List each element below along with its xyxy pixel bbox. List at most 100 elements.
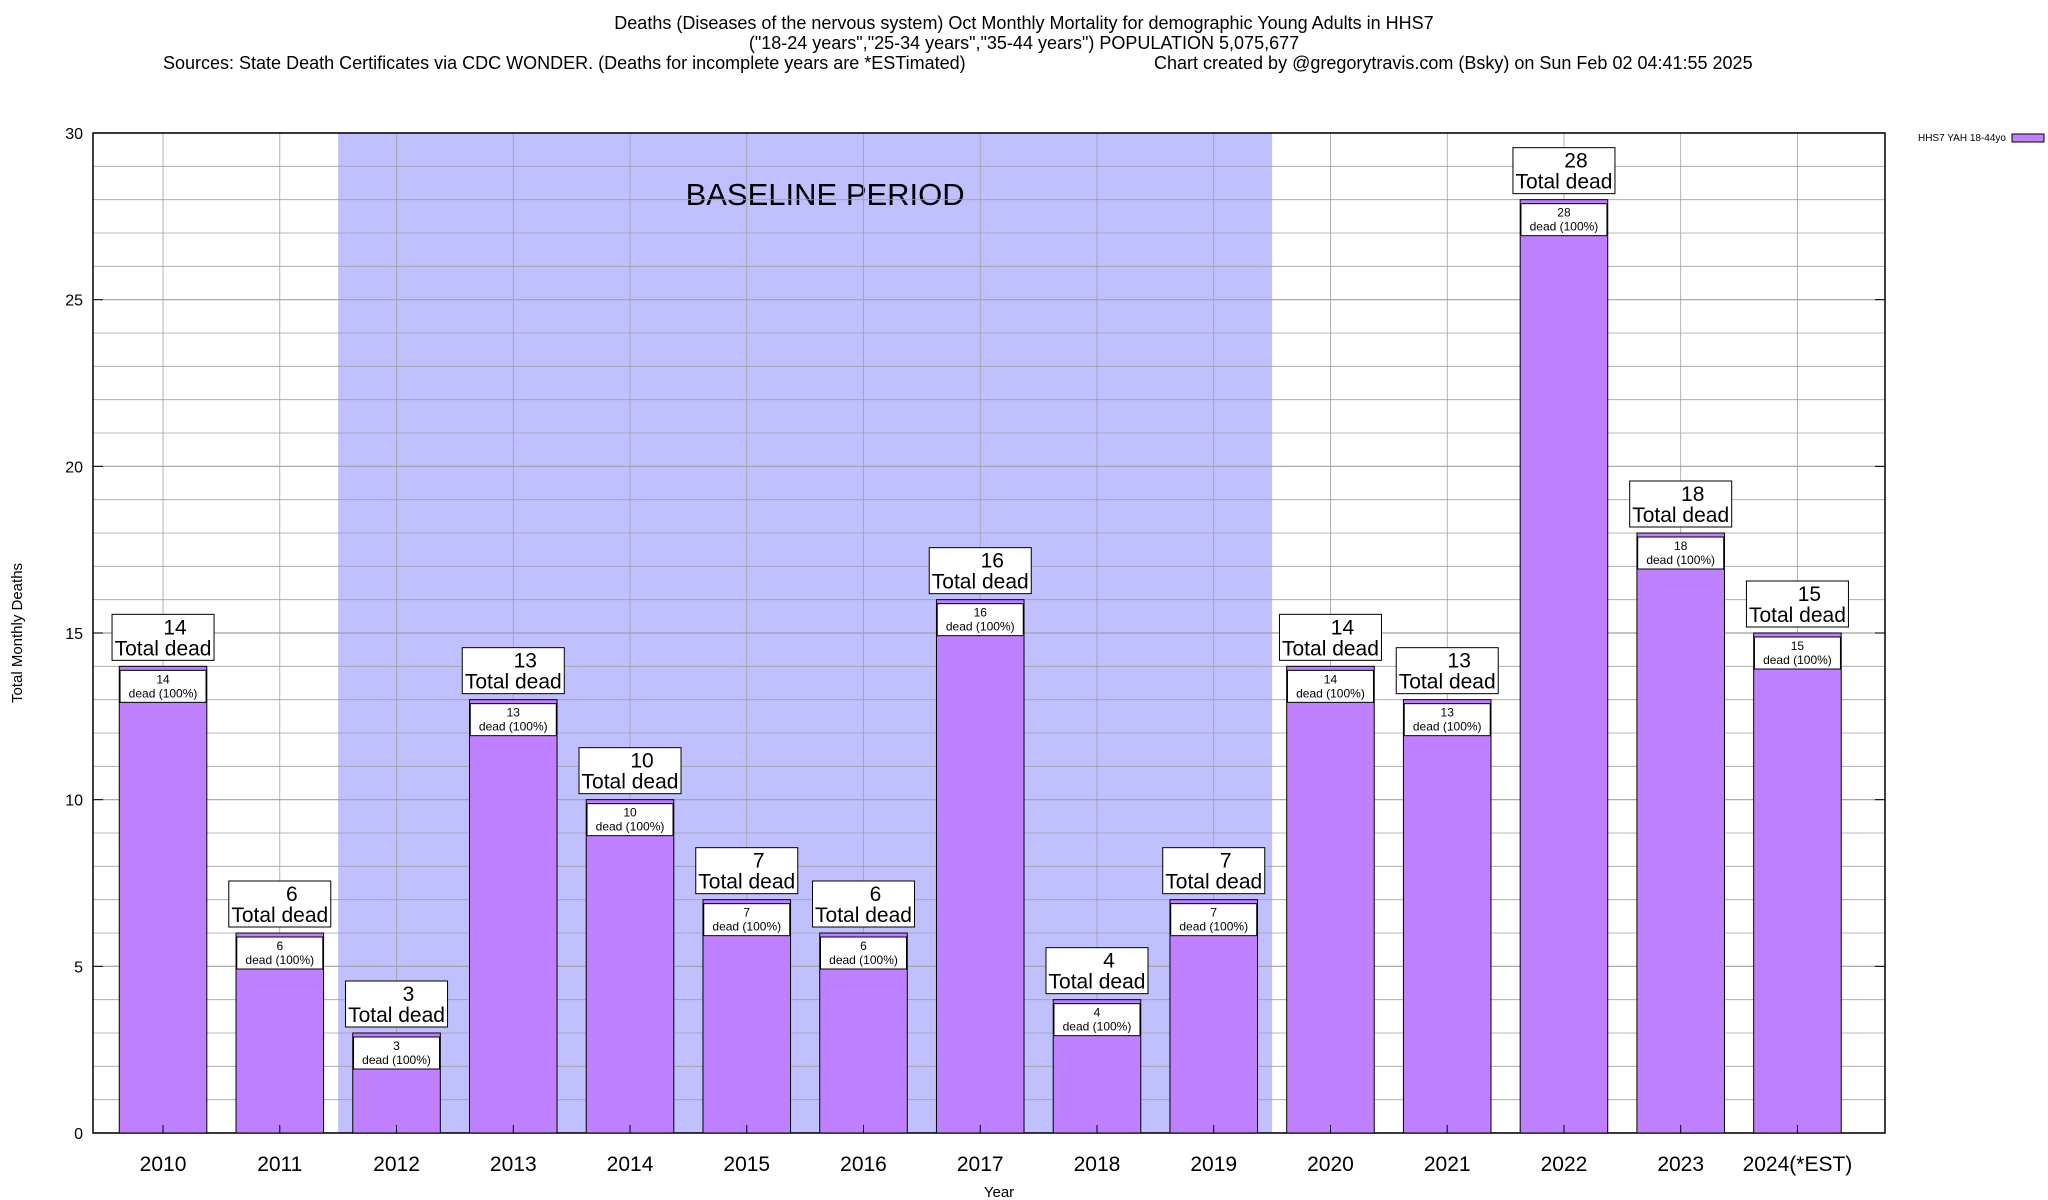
bar-inner-label: dead (100%) xyxy=(1296,686,1365,700)
bar-top-value: 6 xyxy=(870,883,882,906)
bar-inner-label-box xyxy=(1170,903,1258,937)
bar xyxy=(1169,899,1259,1134)
bar-top-value: 6 xyxy=(286,883,298,906)
bar-top-label: Total dead xyxy=(231,904,328,927)
y-tick-label: 30 xyxy=(65,126,83,143)
bar-top-label-box xyxy=(1745,580,1849,628)
bar-top-label: Total dead xyxy=(115,637,212,660)
x-tick-label: 2013 xyxy=(490,1153,537,1176)
bar-inner-label: dead (100%) xyxy=(245,953,314,967)
bar-top-label-box xyxy=(1512,147,1616,195)
bar-inner-label-box xyxy=(119,669,207,703)
bar-top-label-box xyxy=(928,547,1032,595)
bar-inner-label: dead (100%) xyxy=(946,620,1015,634)
y-tick-label: 0 xyxy=(74,1126,83,1143)
baseline-label: BASELINE PERIOD xyxy=(686,177,965,212)
bar-top-value: 15 xyxy=(1798,583,1821,606)
x-tick-label: 2016 xyxy=(840,1153,887,1176)
chart-title-line-2: ("18-24 years","25-34 years","35-44 year… xyxy=(748,33,1300,53)
bar-top-value: 7 xyxy=(1220,850,1232,873)
bar-inner-value: 14 xyxy=(156,672,170,686)
bar-inner-label-box xyxy=(1637,536,1725,570)
bar-inner-label-box xyxy=(586,803,674,837)
bar xyxy=(468,699,558,1134)
y-tick-label: 10 xyxy=(65,793,83,810)
bar-top-label-box xyxy=(1162,847,1266,895)
bar-inner-value: 13 xyxy=(507,706,521,720)
bar-top-label-box xyxy=(1278,613,1382,661)
bar-top-label: Total dead xyxy=(1515,171,1612,194)
bar-top-value: 14 xyxy=(1331,616,1355,639)
x-tick-label: 2011 xyxy=(257,1153,302,1176)
bar-inner-label-box xyxy=(936,603,1024,637)
bar-inner-label: dead (100%) xyxy=(362,1053,431,1067)
bar xyxy=(585,799,675,1134)
x-tick-label: 2023 xyxy=(1657,1153,1704,1176)
bar-top-label: Total dead xyxy=(1165,871,1262,894)
bar-inner-label: dead (100%) xyxy=(1530,220,1599,234)
bar-top-label-box xyxy=(1629,480,1733,528)
bar-inner-value: 28 xyxy=(1557,206,1571,220)
bar-inner-label-box xyxy=(353,1036,441,1070)
bar-inner-value: 6 xyxy=(860,939,867,953)
x-tick-label: 2021 xyxy=(1424,1153,1471,1176)
x-tick-label: 2017 xyxy=(957,1153,1004,1176)
bar-top-label: Total dead xyxy=(1049,971,1146,994)
chart-sources: Sources: State Death Certificates via CD… xyxy=(163,53,966,73)
bar-inner-value: 14 xyxy=(1324,672,1338,686)
bar-inner-label: dead (100%) xyxy=(129,686,198,700)
bar-top-label-box xyxy=(812,880,916,928)
bar-top-label: Total dead xyxy=(465,671,562,694)
bar-top-label: Total dead xyxy=(1399,671,1496,694)
bar-top-label: Total dead xyxy=(1632,504,1729,527)
bar-top-label-box xyxy=(1045,947,1149,995)
bar-inner-value: 7 xyxy=(1210,906,1217,920)
bar-inner-value: 10 xyxy=(623,806,637,820)
bar-top-label: Total dead xyxy=(1282,637,1379,660)
bar-inner-value: 6 xyxy=(276,939,283,953)
x-tick-label: 2020 xyxy=(1307,1153,1354,1176)
bar-top-value: 4 xyxy=(1103,950,1115,973)
chart-credit: Chart created by @gregorytravis.com (Bsk… xyxy=(1154,53,1753,73)
bar-inner-label-box xyxy=(1753,636,1841,670)
bar-inner-value: 13 xyxy=(1441,706,1455,720)
bar-top-label: Total dead xyxy=(348,1004,445,1027)
bar-inner-value: 15 xyxy=(1791,639,1805,653)
x-tick-label: 2010 xyxy=(140,1153,187,1176)
bar-top-label: Total dead xyxy=(698,871,795,894)
bar-inner-label: dead (100%) xyxy=(712,920,781,934)
legend-label: HHS7 YAH 18-44yo xyxy=(1918,133,2006,144)
chart-title-line-1: Deaths (Diseases of the nervous system) … xyxy=(614,13,1434,33)
bar-top-value: 13 xyxy=(1448,650,1471,673)
bar xyxy=(1636,532,1725,1134)
bar-top-value: 13 xyxy=(514,650,537,673)
bar-inner-value: 18 xyxy=(1674,539,1688,553)
bar xyxy=(1286,665,1375,1134)
y-tick-label: 20 xyxy=(65,459,83,476)
bar-inner-label-box xyxy=(1286,669,1374,703)
bar-inner-value: 16 xyxy=(974,606,988,620)
bar-inner-label: dead (100%) xyxy=(829,953,898,967)
legend-swatch xyxy=(2011,133,2045,143)
bar xyxy=(1753,632,1842,1134)
y-tick-label: 15 xyxy=(65,626,83,643)
bar-top-label: Total dead xyxy=(582,771,679,794)
bar-top-label: Total dead xyxy=(932,571,1029,594)
x-tick-label: 2015 xyxy=(723,1153,770,1176)
y-tick-label: 25 xyxy=(65,293,83,310)
bar-inner-label: dead (100%) xyxy=(1646,553,1715,567)
bar-inner-label: dead (100%) xyxy=(1763,653,1832,667)
bar-top-label-box xyxy=(228,880,332,928)
bar-top-value: 14 xyxy=(163,616,187,639)
x-tick-label: 2014 xyxy=(607,1153,654,1176)
bar-inner-label-box xyxy=(820,936,908,970)
bar-inner-value: 4 xyxy=(1094,1006,1101,1020)
x-tick-label: 2012 xyxy=(373,1153,420,1176)
bar xyxy=(702,899,792,1134)
bar-top-value: 16 xyxy=(981,550,1004,573)
bar-inner-label-box xyxy=(1403,703,1491,737)
bar-top-label-box xyxy=(695,847,799,895)
bar-top-value: 10 xyxy=(630,750,653,773)
bar-inner-label: dead (100%) xyxy=(479,720,548,734)
